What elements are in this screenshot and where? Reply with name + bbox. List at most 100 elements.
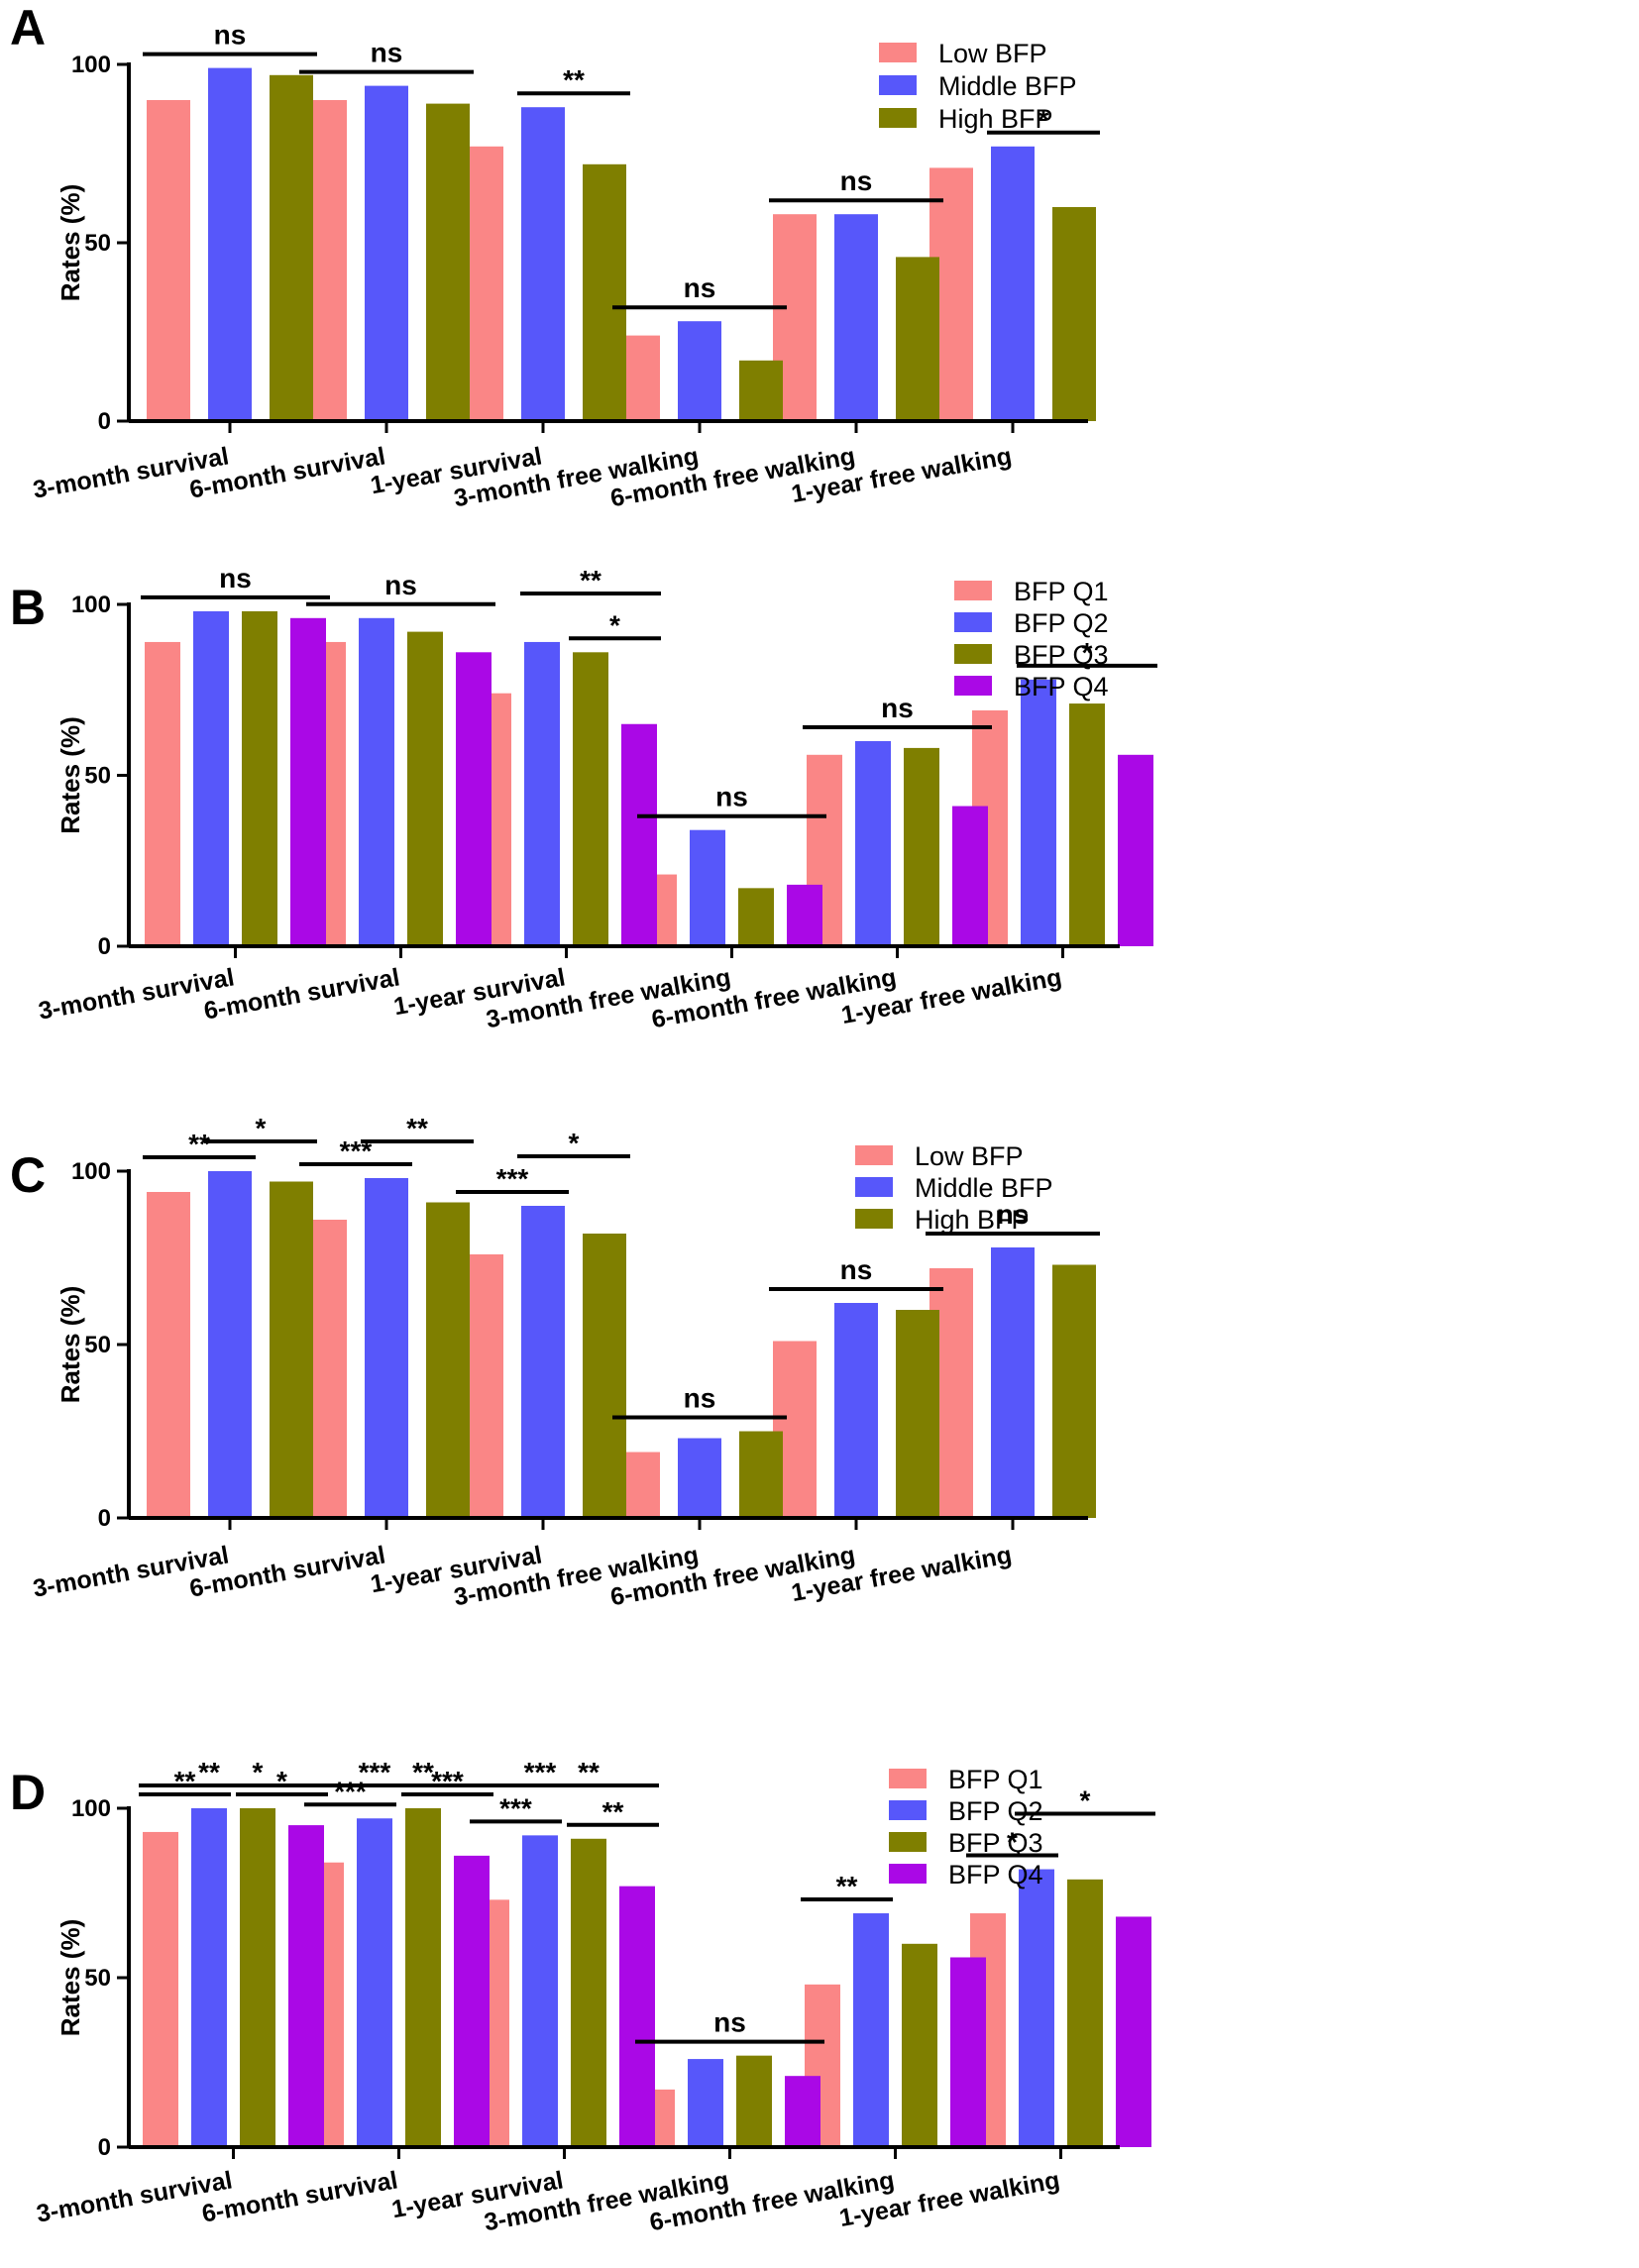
y-tick-label: 100 <box>71 592 111 618</box>
significance-label: *** <box>496 1163 529 1194</box>
panel-label: C <box>10 1147 46 1203</box>
bar <box>991 146 1035 422</box>
significance-label: ns <box>715 782 748 812</box>
legend-swatch <box>954 612 992 632</box>
bar <box>690 829 725 946</box>
legend-label: Low BFP <box>938 39 1047 68</box>
bar <box>678 1438 721 1518</box>
significance-label: ns <box>684 1383 716 1414</box>
significance-label: ** <box>198 1757 220 1787</box>
legend-label: BFP Q2 <box>948 1796 1043 1826</box>
bar <box>522 1835 558 2147</box>
y-tick-label: 50 <box>84 230 111 257</box>
bar <box>454 1855 490 2147</box>
bar <box>521 107 565 421</box>
significance-label: ** <box>412 1757 434 1787</box>
significance-label: ns <box>840 165 873 196</box>
legend-swatch <box>879 108 917 128</box>
bar <box>1052 207 1096 421</box>
bar <box>573 652 608 946</box>
bar <box>357 1818 392 2147</box>
bar <box>240 1808 275 2147</box>
bar <box>853 1913 889 2147</box>
y-tick-label: 50 <box>84 1965 111 1992</box>
bar <box>736 2055 772 2147</box>
legend-swatch <box>954 644 992 664</box>
significance-label: * <box>256 1113 267 1143</box>
bar <box>365 1178 408 1518</box>
legend-label: BFP Q3 <box>948 1828 1043 1858</box>
bar <box>1069 703 1105 946</box>
significance-label: ** <box>174 1766 196 1796</box>
bar <box>1021 679 1056 946</box>
legend-label: High BFP <box>938 104 1053 134</box>
significance-label: * <box>569 1128 580 1158</box>
bar <box>896 1310 939 1518</box>
significance-label: ** <box>563 64 585 95</box>
legend-swatch <box>889 1769 927 1788</box>
panel-label: A <box>10 0 46 55</box>
bar <box>991 1247 1035 1518</box>
bar <box>619 1886 655 2147</box>
bar <box>583 1234 626 1518</box>
significance-label: *** <box>334 1776 367 1806</box>
significance-label: ns <box>713 2007 746 2038</box>
y-tick-label: 50 <box>84 763 111 790</box>
bar <box>1019 1869 1054 2147</box>
significance-label: ns <box>214 20 247 51</box>
y-tick-label: 0 <box>98 2134 111 2161</box>
legend-swatch <box>954 581 992 600</box>
bar <box>855 741 891 946</box>
significance-label: ns <box>881 693 914 723</box>
bar <box>739 360 783 421</box>
bar <box>904 747 939 946</box>
significance-label: ** <box>602 1796 624 1827</box>
bar <box>583 163 626 422</box>
significance-label: ns <box>684 272 716 303</box>
bar <box>1067 1879 1103 2147</box>
significance-label: * <box>1038 104 1049 135</box>
legend-label: BFP Q4 <box>948 1860 1043 1890</box>
bar <box>193 610 229 946</box>
bar <box>270 74 313 422</box>
significance-label: ns <box>840 1254 873 1285</box>
bar <box>952 806 988 946</box>
bar <box>365 85 408 421</box>
significance-label: * <box>1007 1827 1018 1858</box>
bar <box>738 888 774 946</box>
significance-label: ns <box>384 570 417 600</box>
bar <box>787 884 822 946</box>
significance-label: *** <box>524 1757 557 1787</box>
significance-label: * <box>276 1766 287 1796</box>
bar <box>621 723 657 946</box>
y-tick-label: 50 <box>84 1332 111 1358</box>
legend-swatch <box>879 75 917 95</box>
bar <box>242 610 277 946</box>
legend-swatch <box>855 1177 893 1197</box>
bar <box>896 257 939 421</box>
bar <box>208 67 252 421</box>
legend-label: Low BFP <box>915 1141 1024 1171</box>
legend-swatch <box>855 1145 893 1165</box>
y-tick-label: 0 <box>98 933 111 960</box>
y-tick-label: 0 <box>98 1505 111 1532</box>
bar <box>191 1808 227 2147</box>
bar <box>785 2076 820 2147</box>
bar <box>407 631 443 946</box>
bar <box>145 641 180 946</box>
legend-swatch <box>954 676 992 696</box>
panel-label: B <box>10 580 46 635</box>
bar <box>147 100 190 421</box>
legend-label: BFP Q1 <box>1014 577 1109 606</box>
bar <box>1118 754 1153 946</box>
bar <box>208 1171 252 1518</box>
significance-label: ** <box>836 1871 858 1901</box>
significance-label: *** <box>431 1766 464 1796</box>
significance-label: ns <box>219 563 252 594</box>
significance-label: * <box>609 609 620 640</box>
y-tick-label: 100 <box>71 52 111 78</box>
